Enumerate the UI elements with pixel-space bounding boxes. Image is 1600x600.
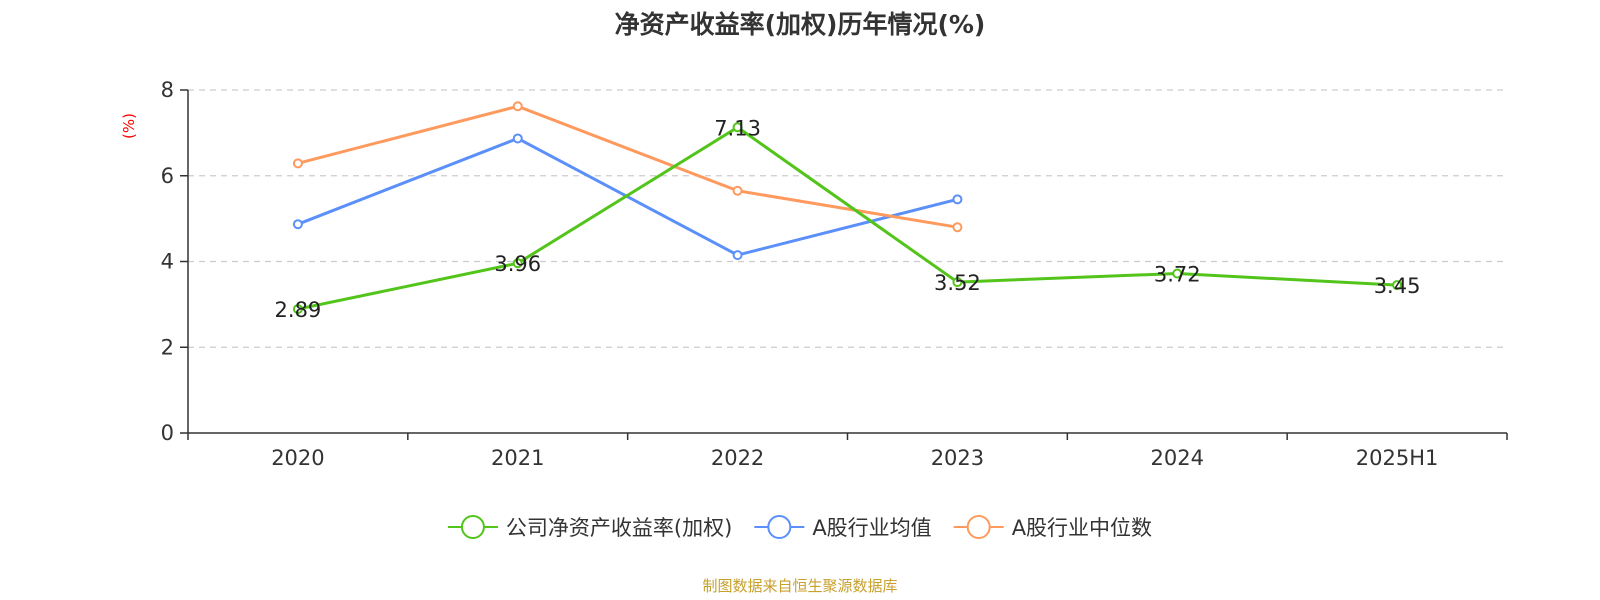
data-labels: 2.89 3.96 7.13 3.52 3.72 3.45 — [275, 116, 1421, 322]
data-point — [292, 219, 303, 230]
series-2 — [292, 101, 963, 233]
data-point — [952, 277, 963, 288]
x-tick-label: 2025H1 — [1356, 446, 1439, 470]
data-point — [292, 304, 303, 315]
legend-label: 公司净资产收益率(加权) — [506, 516, 732, 540]
data-point — [512, 133, 523, 144]
legend: 公司净资产收益率(加权) A股行业均值 A股行业中位数 — [447, 515, 1152, 540]
legend-marker — [966, 515, 991, 539]
data-label: 2.89 — [275, 298, 322, 322]
data-label: 3.45 — [1374, 274, 1421, 298]
x-tick-label: 2023 — [931, 446, 984, 470]
series-0 — [292, 122, 1403, 315]
axes: 0 2 4 6 8 2020 2021 2022 2023 2024 2025H1 — [161, 78, 1508, 470]
x-tick-label: 2022 — [711, 446, 764, 470]
series-layer — [292, 101, 1403, 315]
data-point — [512, 258, 523, 269]
data-point — [1172, 268, 1183, 279]
legend-item: A股行业中位数 — [953, 515, 1152, 540]
y-axis-label: (%) — [120, 113, 138, 139]
source-note: 制图数据来自恒生聚源数据库 — [702, 577, 897, 595]
data-point — [512, 101, 523, 112]
y-tick-label: 2 — [161, 335, 174, 359]
x-tick-label: 2020 — [271, 446, 324, 470]
y-tick-label: 4 — [161, 250, 174, 274]
data-label: 3.52 — [934, 271, 981, 295]
data-point — [292, 158, 303, 169]
x-tick-label: 2024 — [1151, 446, 1204, 470]
data-label: 3.72 — [1154, 263, 1201, 287]
legend-label: A股行业均值 — [812, 516, 931, 540]
legend-marker — [460, 515, 485, 539]
series-line — [297, 104, 958, 229]
legend-item: 公司净资产收益率(加权) — [447, 515, 732, 540]
data-point — [1392, 280, 1403, 291]
data-label: 7.13 — [714, 116, 761, 140]
y-tick-label: 6 — [161, 164, 174, 188]
data-point — [952, 194, 963, 205]
y-tick-label: 8 — [161, 78, 174, 102]
legend-label: A股行业中位数 — [1012, 516, 1152, 540]
data-label: 3.96 — [494, 252, 541, 276]
x-tick-label: 2021 — [491, 446, 544, 470]
data-point — [732, 185, 743, 196]
legend-marker — [767, 515, 792, 539]
data-point — [732, 250, 743, 261]
chart-title: 净资产收益率(加权)历年情况(%) — [615, 10, 986, 39]
data-point — [732, 122, 743, 133]
grid-lines — [188, 89, 1507, 348]
legend-item: A股行业均值 — [754, 515, 932, 540]
y-tick-label: 0 — [161, 421, 174, 445]
series-line — [297, 125, 1398, 311]
data-point — [952, 222, 963, 233]
